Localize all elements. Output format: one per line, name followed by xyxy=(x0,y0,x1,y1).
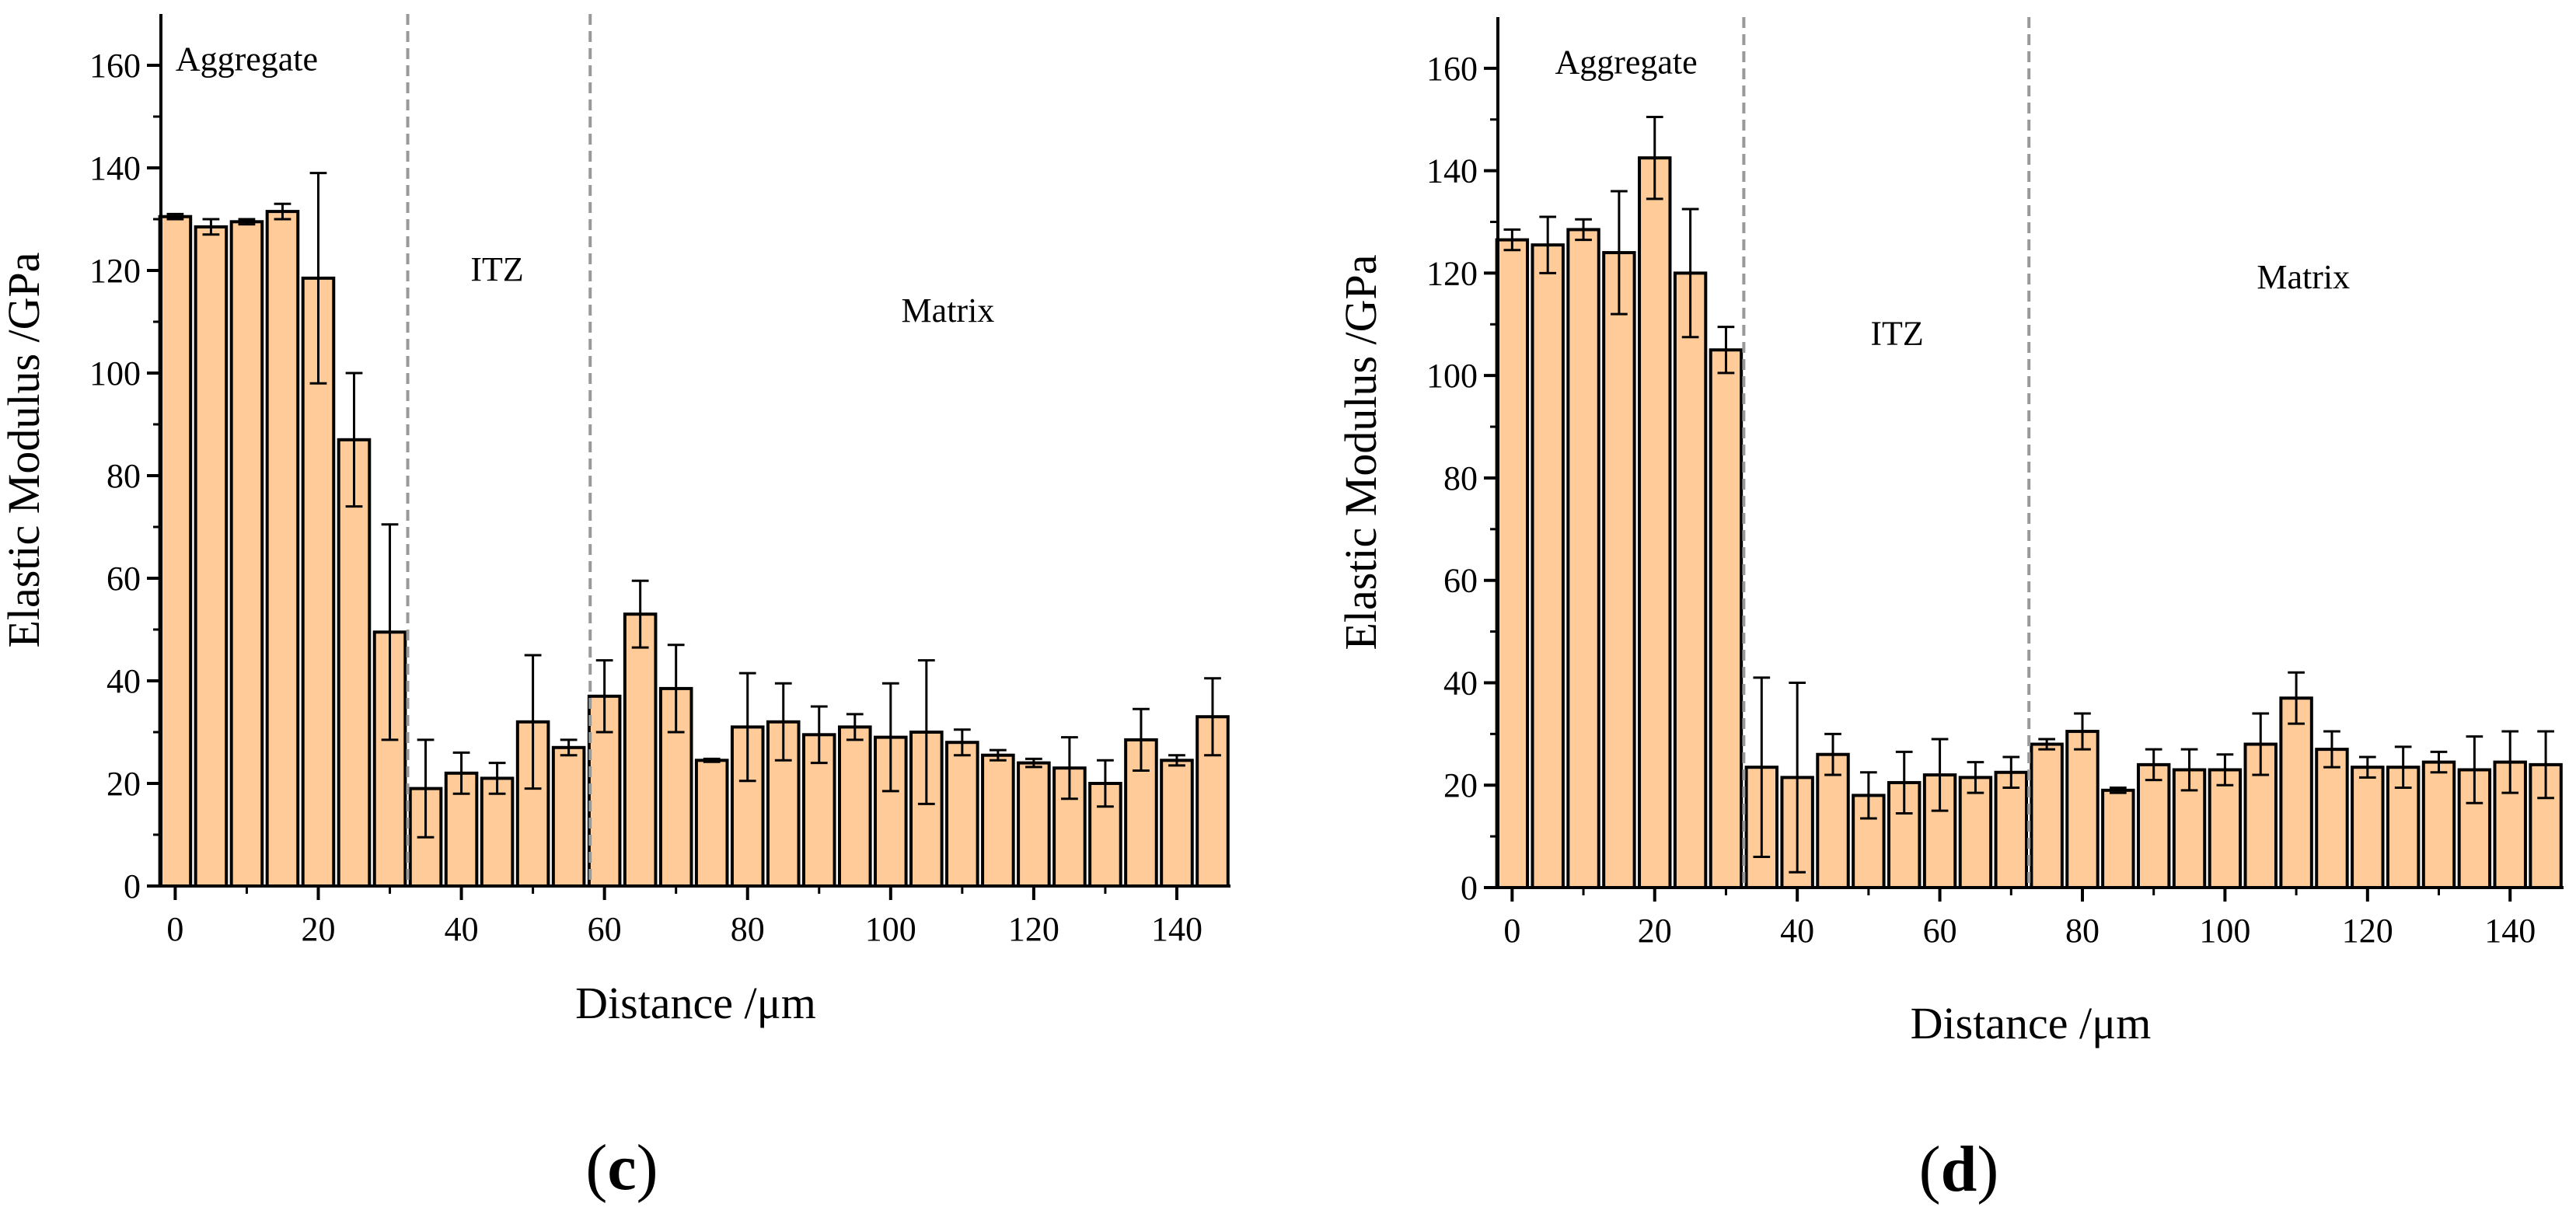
x-tick-label: 0 xyxy=(1503,912,1520,950)
x-axis-title: Distance /μm xyxy=(1911,998,2152,1048)
x-tick-label: 100 xyxy=(2199,912,2250,950)
x-tick-label: 40 xyxy=(1780,912,1814,950)
x-tick-label: 60 xyxy=(1923,912,1957,950)
bar xyxy=(2208,768,2243,889)
x-tick-label: 80 xyxy=(731,910,765,948)
bar xyxy=(945,741,979,888)
x-tick-label: 20 xyxy=(301,910,335,948)
bar xyxy=(265,210,300,888)
y-tick-label: 40 xyxy=(106,662,141,700)
y-tick-label: 0 xyxy=(1461,869,1478,907)
region-label: Matrix xyxy=(902,291,995,330)
y-tick-label: 140 xyxy=(89,149,141,187)
bar xyxy=(194,225,229,888)
y-tick-label: 120 xyxy=(1426,254,1478,292)
chart-panel-d: 0 20 40 60 80 100 120 140 160 0 20 40 60 80 100 120 140 A… xyxy=(1335,17,2564,1205)
bar xyxy=(1495,238,1530,889)
y-tick-label: 0 xyxy=(124,867,141,905)
region-label: Aggregate xyxy=(176,40,318,78)
y-tick-label: 60 xyxy=(1443,562,1478,600)
y-tick-label: 140 xyxy=(1426,152,1478,190)
bar xyxy=(2101,788,2135,890)
bar xyxy=(1017,761,1051,888)
bar xyxy=(2421,760,2456,890)
x-tick-label: 120 xyxy=(1008,910,1059,948)
bar xyxy=(1531,243,1565,890)
y-tick-label: 60 xyxy=(106,560,141,598)
panel-label-letter: d xyxy=(1941,1133,1977,1205)
bar xyxy=(2315,748,2349,890)
bar xyxy=(694,759,729,888)
panel-label-letter: c xyxy=(607,1132,636,1204)
bar xyxy=(551,745,586,888)
bar xyxy=(480,776,515,888)
y-tick-label: 80 xyxy=(1443,459,1478,497)
y-axis-title: Elastic Modulus /GPa xyxy=(0,252,49,647)
y-tick-label: 100 xyxy=(1426,357,1478,395)
panel-label: (c) xyxy=(585,1132,658,1204)
y-axis-title: Elastic Modulus /GPa xyxy=(1335,254,1386,650)
x-tick-label: 80 xyxy=(2065,912,2100,950)
bar xyxy=(2030,742,2064,889)
x-tick-label: 0 xyxy=(166,910,183,948)
chart-panel-c: 0 20 40 60 80 100 120 140 160 0 20 40 60 80 100 120 140 A… xyxy=(0,14,1230,1204)
x-tick-label: 140 xyxy=(2484,912,2536,950)
x-tick-label: 140 xyxy=(1151,910,1202,948)
region-label: ITZ xyxy=(1870,315,1923,353)
x-tick-label: 20 xyxy=(1638,912,1672,950)
x-tick-label: 100 xyxy=(865,910,916,948)
bar xyxy=(229,220,264,888)
y-tick-label: 160 xyxy=(89,47,141,85)
panel-label-open-paren: ( xyxy=(585,1132,607,1204)
panel-label-close-paren: ) xyxy=(637,1132,658,1204)
bar xyxy=(623,612,658,888)
region-label: Matrix xyxy=(2257,258,2350,296)
x-tick-label: 60 xyxy=(588,910,622,948)
bar xyxy=(981,753,1015,888)
y-tick-label: 80 xyxy=(106,457,141,495)
y-tick-label: 20 xyxy=(1443,766,1478,804)
panel-label-close-paren: ) xyxy=(1977,1133,1998,1205)
bar xyxy=(2351,766,2385,889)
bar xyxy=(1160,759,1194,888)
bar xyxy=(1994,770,2028,889)
bar xyxy=(1638,156,1672,890)
y-tick-label: 120 xyxy=(89,252,141,290)
bar xyxy=(1602,251,1636,889)
bar xyxy=(158,215,193,888)
y-tick-label: 100 xyxy=(89,354,141,392)
region-label: ITZ xyxy=(470,250,523,288)
panel-label-open-paren: ( xyxy=(1919,1133,1941,1205)
bar xyxy=(2279,696,2313,889)
bar xyxy=(2065,730,2100,890)
y-tick-label: 20 xyxy=(106,765,141,803)
bar xyxy=(2136,762,2171,889)
bar xyxy=(1673,271,1708,890)
x-tick-label: 40 xyxy=(445,910,479,948)
x-tick-label: 120 xyxy=(2342,912,2393,950)
panel-label: (d) xyxy=(1919,1133,1999,1205)
bar xyxy=(1709,348,1744,889)
bar xyxy=(1566,228,1600,890)
x-axis-title: Distance /μm xyxy=(575,978,816,1028)
region-label: Aggregate xyxy=(1555,43,1697,81)
y-tick-label: 40 xyxy=(1443,664,1478,702)
y-tick-label: 160 xyxy=(1426,50,1478,88)
bar xyxy=(838,725,872,888)
